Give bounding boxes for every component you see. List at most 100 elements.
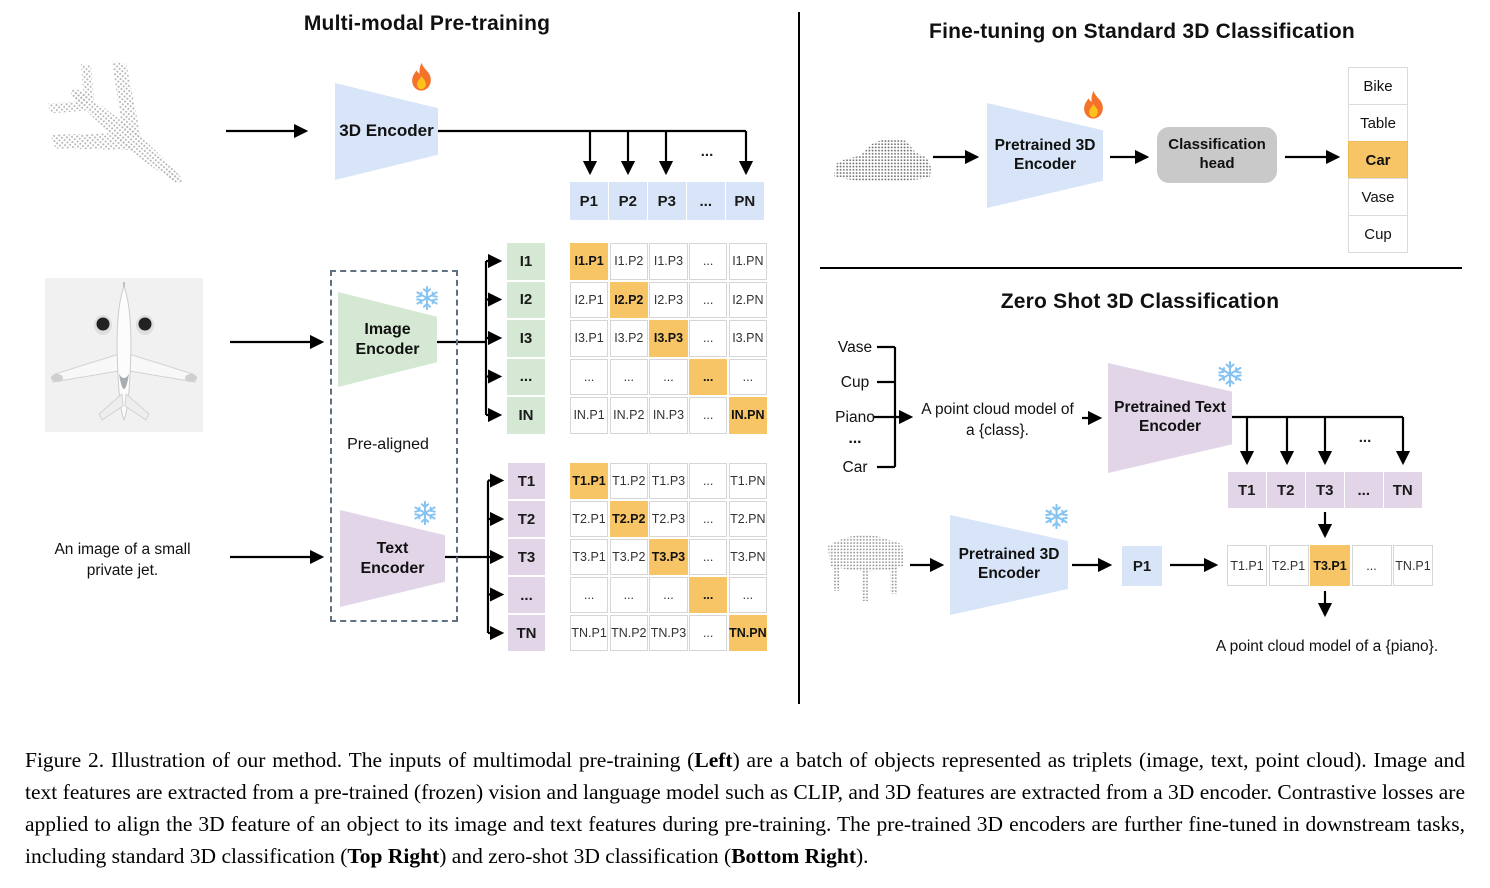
- snowflake-icon: [412, 500, 438, 526]
- image-point-similarity-matrix: I1.P1 I1.P2 I1.P3 ... I1.PN I2.P1 I2.P2 …: [570, 243, 767, 434]
- caption-text: ).: [856, 843, 869, 868]
- zs-t-cell: TN: [1384, 472, 1422, 508]
- zs-class-label: Piano: [835, 409, 875, 426]
- matrix-cell: IN.P1: [570, 397, 609, 434]
- classification-head-line1: Classification: [1168, 136, 1266, 154]
- t-cell: ...: [508, 577, 545, 613]
- zs-branch-ellipsis: ...: [1358, 429, 1372, 446]
- caption-bold-bottom-right: Bottom Right: [731, 843, 857, 868]
- matrix-cell: I1.PN: [728, 243, 767, 280]
- zs-t-cell: T1: [1228, 472, 1266, 508]
- snowflake-icon: [1216, 360, 1244, 388]
- prompt-line2: a {class}.: [966, 422, 1029, 439]
- matrix-cell: I1.P1: [570, 243, 609, 280]
- flame-icon: [1080, 90, 1107, 121]
- matrix-cell: T3.P1: [570, 539, 609, 575]
- i-cell: IN: [507, 397, 545, 434]
- text-encoder-label-line2: Encoder: [360, 559, 425, 577]
- image-text-line1: An image of a small: [54, 541, 191, 558]
- matrix-cell: ...: [689, 320, 728, 357]
- branch-ellipsis: ...: [700, 143, 714, 160]
- matrix-cell: ...: [649, 358, 688, 395]
- matrix-cell: T1.PN: [728, 463, 767, 499]
- zs-p1-cell: P1: [1122, 546, 1162, 586]
- zs-sim-cell: T1.P1: [1227, 545, 1267, 586]
- matrix-cell: ...: [689, 358, 728, 395]
- matrix-cell: T1.P2: [609, 463, 648, 499]
- matrix-cell: I1.P2: [609, 243, 648, 280]
- zs-text-feature-row: T1 T2 T3 ... TN: [1228, 472, 1422, 508]
- matrix-cell: T2.P2: [609, 501, 648, 537]
- matrix-cell: ...: [728, 358, 767, 395]
- t-cell: TN: [508, 615, 545, 651]
- matrix-cell: ...: [689, 615, 728, 651]
- zs-sim-cell: T2.P1: [1268, 545, 1309, 586]
- i-cell: ...: [507, 358, 545, 395]
- pretrained-3d-line2: Encoder: [1013, 155, 1076, 173]
- zs-sim-cell-max: T3.P1: [1310, 545, 1350, 586]
- caption-bold-left: Left: [694, 747, 733, 772]
- image-text-description: An image of a small private jet.: [40, 539, 205, 581]
- matrix-cell: ...: [609, 577, 648, 613]
- matrix-cell: T1.P1: [570, 463, 609, 499]
- matrix-cell: T3.P3: [649, 539, 688, 575]
- zs-class-label: Car: [842, 459, 868, 476]
- matrix-cell: TN.P3: [649, 615, 688, 651]
- matrix-cell: ...: [570, 577, 609, 613]
- matrix-cell: ...: [728, 577, 767, 613]
- i-cell: I3: [507, 320, 545, 357]
- encoder-3d: 3D Encoder: [335, 83, 438, 180]
- matrix-cell: IN.P2: [609, 397, 648, 434]
- figure-caption: Figure 2. Illustration of our method. Th…: [25, 744, 1465, 872]
- class-list: Bike Table Car Vase Cup: [1348, 67, 1408, 253]
- matrix-cell: TN.PN: [728, 615, 767, 651]
- pretrained-text-line2: Encoder: [1138, 418, 1201, 435]
- class-row: Bike: [1348, 67, 1408, 105]
- zs-similarity-row: T1.P1 T2.P1 T3.P1 ... TN.P1: [1227, 545, 1433, 586]
- matrix-cell: TN.P1: [570, 615, 609, 651]
- pretrain-title: Multi-modal Pre-training: [303, 12, 551, 35]
- t-cell: T2: [508, 501, 545, 537]
- airplane-photo: [45, 278, 203, 432]
- zs-sim-cell: TN.P1: [1393, 545, 1433, 586]
- matrix-cell: ...: [689, 243, 728, 280]
- matrix-cell: ...: [689, 281, 728, 318]
- t-cell: T1: [508, 463, 545, 499]
- matrix-cell: I3.P3: [649, 320, 688, 357]
- prealigned-label: Pre-aligned: [347, 436, 429, 453]
- zs-class-label: Vase: [837, 339, 873, 356]
- p-cell: P1: [570, 182, 608, 220]
- zs-3d-line2: Encoder: [977, 565, 1040, 582]
- matrix-cell: ...: [609, 358, 648, 395]
- matrix-cell: ...: [689, 539, 728, 575]
- zs-sim-cell: ...: [1351, 545, 1392, 586]
- matrix-cell: T1.P3: [649, 463, 688, 499]
- p-cell: PN: [726, 182, 764, 220]
- zs-class-label: Cup: [840, 374, 870, 391]
- matrix-cell: I2.P3: [649, 281, 688, 318]
- caption-text: ) and zero-shot 3D classification (: [439, 843, 732, 868]
- t-cell: T3: [508, 539, 545, 575]
- classification-head: Classification head: [1157, 127, 1277, 183]
- finetune-title: Fine-tuning on Standard 3D Classificatio…: [929, 20, 1355, 43]
- matrix-cell: I2.P2: [609, 281, 648, 318]
- matrix-cell: I3.PN: [728, 320, 767, 357]
- p-cell: ...: [687, 182, 725, 220]
- prealigned-box: [330, 270, 458, 622]
- caption-bold-top-right: Top Right: [347, 843, 440, 868]
- zs-3d-line1: Pretrained 3D: [958, 546, 1060, 564]
- p-feature-row: P1 P2 P3 ... PN: [570, 182, 764, 220]
- matrix-cell: IN.P3: [649, 397, 688, 434]
- matrix-cell: I1.P3: [649, 243, 688, 280]
- caption-text: ) are a batch of objects represented as …: [25, 747, 1466, 868]
- snowflake-icon: [1043, 503, 1070, 530]
- i-cell: I1: [507, 243, 545, 280]
- zeroshot-title: Zero Shot 3D Classification: [1000, 290, 1280, 313]
- matrix-cell: I3.P2: [609, 320, 648, 357]
- classification-head-line2: head: [1199, 155, 1235, 172]
- matrix-cell: T2.P3: [649, 501, 688, 537]
- pretrained-text-line1: Pretrained Text: [1114, 399, 1226, 417]
- encoder-3d-label: 3D Encoder: [339, 121, 434, 141]
- image-text-line2: private jet.: [86, 562, 159, 579]
